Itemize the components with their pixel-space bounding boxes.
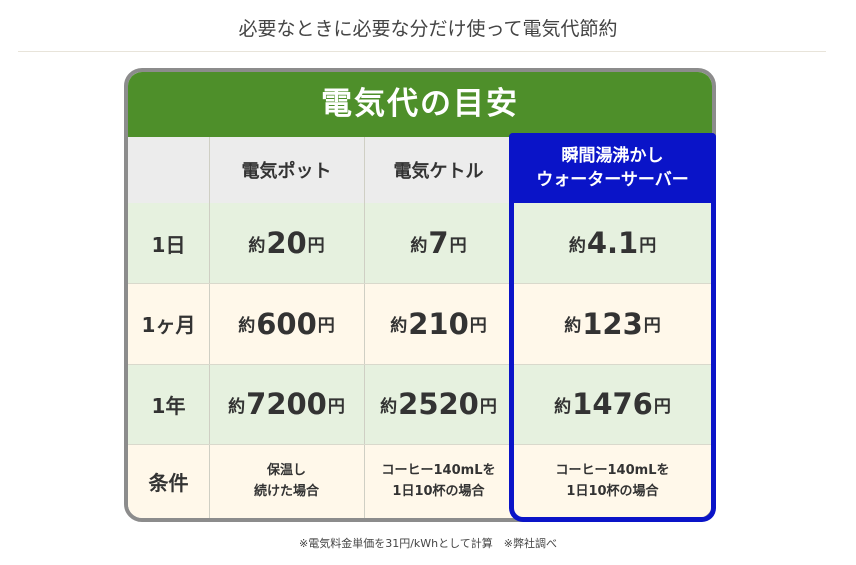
row-label-conditions: 条件 — [128, 444, 209, 518]
price-cell: 約 600 円 — [209, 283, 364, 364]
row-label-month: 1ヶ月 — [128, 283, 209, 364]
page-heading: 必要なときに必要な分だけ使って電気代節約 — [238, 18, 618, 40]
condition-cell: 保温し 続けた場合 — [209, 444, 364, 518]
row-label-year: 1年 — [128, 364, 209, 444]
grid-line — [128, 444, 712, 445]
price-cell-highlight: 約 123 円 — [513, 283, 712, 364]
column-header-electric-kettle: 電気ケトル — [364, 137, 513, 203]
column-header-electric-pot: 電気ポット — [209, 137, 364, 203]
row-label-day: 1日 — [128, 203, 209, 283]
price-cell: 約 2520 円 — [364, 364, 513, 444]
footnote: ※電気料金単価を31円/kWhとして計算 ※弊社調べ — [298, 537, 558, 550]
grid-line — [364, 137, 365, 518]
condition-cell-highlight: コーヒー140mLを 1日10杯の場合 — [513, 444, 712, 518]
grid-line — [128, 283, 712, 284]
price-cell-highlight: 約 4.1 円 — [513, 203, 712, 283]
grid-line — [209, 137, 210, 518]
price-cell-highlight: 約 1476 円 — [513, 364, 712, 444]
price-cell: 約 7200 円 — [209, 364, 364, 444]
water-server-highlight-frame — [509, 133, 716, 522]
grid-line — [128, 364, 712, 365]
column-header-water-server: 瞬間湯沸かし ウォーターサーバー — [509, 133, 716, 203]
heading-divider — [18, 51, 826, 52]
condition-cell: コーヒー140mLを 1日10杯の場合 — [364, 444, 513, 518]
card-title: 電気代の目安 — [128, 72, 712, 137]
price-cell: 約 210 円 — [364, 283, 513, 364]
price-cell: 約 20 円 — [209, 203, 364, 283]
header-corner — [128, 137, 209, 203]
